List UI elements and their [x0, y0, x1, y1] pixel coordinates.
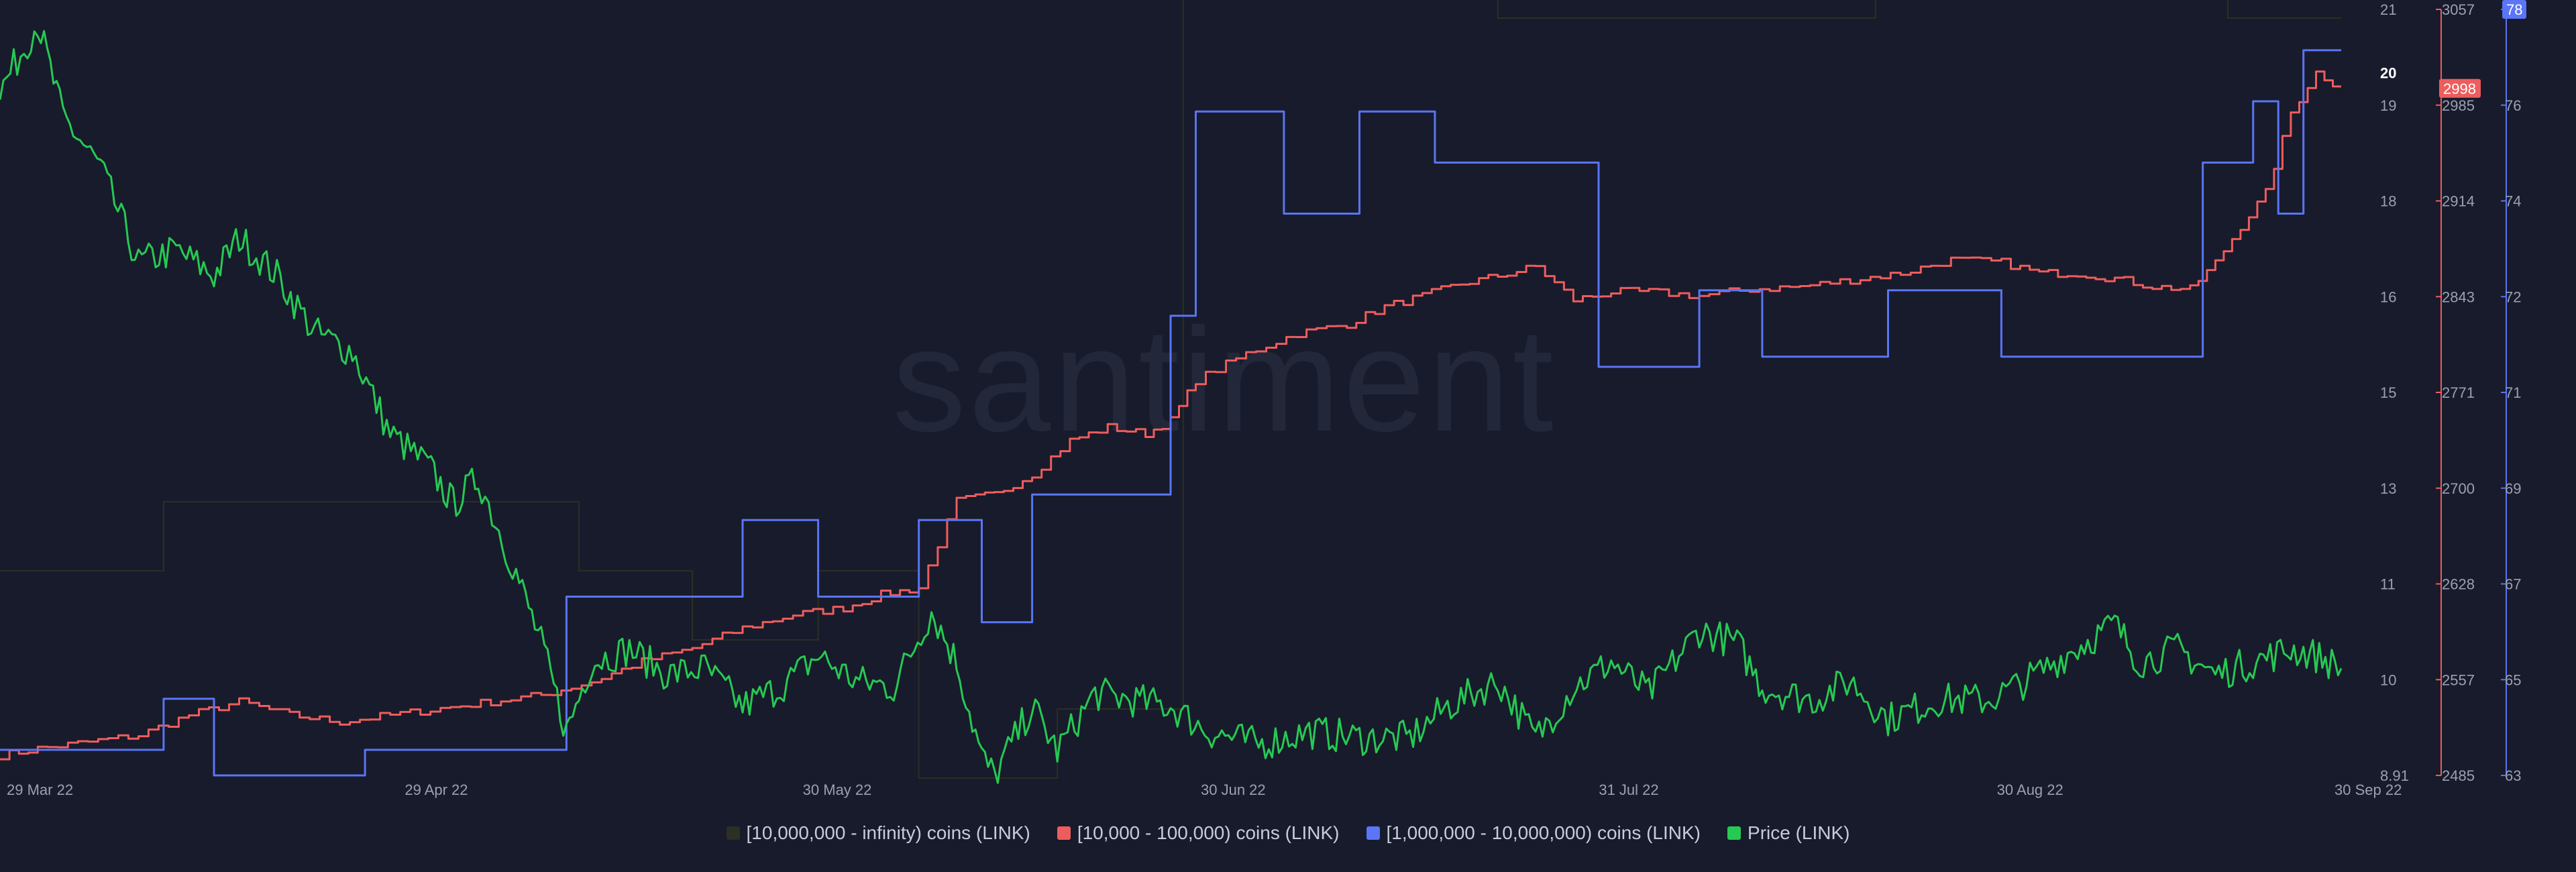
- axis-large: 78767472716967656378: [2501, 0, 2526, 784]
- x-tick-label: 30 Aug 22: [1997, 781, 2063, 798]
- legend-label: [10,000 - 100,000) coins (LINK): [1077, 822, 1340, 843]
- current-value-badge: [2439, 78, 2481, 98]
- legend-item[interactable]: Price (LINK): [1727, 822, 1849, 844]
- axis-tick-label: 72: [2505, 288, 2521, 305]
- axis-tick-label: 2985: [2442, 97, 2475, 114]
- axis-tick-label: 19: [2380, 97, 2396, 114]
- chart-legend: [10,000,000 - infinity) coins (LINK) [10,…: [0, 822, 2576, 844]
- axis-tick-label: 2700: [2442, 480, 2475, 497]
- legend-item[interactable]: [1,000,000 - 10,000,000) coins (LINK): [1366, 822, 1701, 844]
- series-line-3: [0, 30, 2343, 784]
- axis-tick-label: 18: [2380, 193, 2396, 210]
- axis-tick-label: 2485: [2442, 767, 2475, 784]
- axis-tick-label: 67: [2505, 576, 2521, 593]
- axis-tick-label: 2914: [2442, 193, 2475, 210]
- legend-label: [10,000,000 - infinity) coins (LINK): [746, 822, 1030, 843]
- axis-tick-label: 8.91: [2380, 767, 2409, 784]
- axis-tick-label: 74: [2505, 193, 2521, 210]
- x-tick-label: 31 Jul 22: [1599, 781, 1658, 798]
- legend-item[interactable]: [10,000,000 - infinity) coins (LINK): [726, 822, 1030, 844]
- current-value-mid: 2998: [2443, 80, 2476, 97]
- legend-swatch: [726, 826, 740, 840]
- x-tick-label: 30 May 22: [803, 781, 872, 798]
- axis-tick-label: 2628: [2442, 576, 2475, 593]
- series-line-0: [0, 0, 2341, 779]
- axis-tick-label: 71: [2505, 384, 2521, 401]
- x-axis: 29 Mar 22 29 Apr 22 30 May 22 30 Jun 22 31 J…: [7, 781, 2402, 798]
- axis-tick-label: 65: [2505, 671, 2521, 688]
- axis-tick-label: 2843: [2442, 288, 2475, 305]
- legend-swatch: [1727, 826, 1741, 840]
- axis-tick-label: 10: [2380, 671, 2396, 688]
- axis-tick-label: 76: [2505, 97, 2521, 114]
- axis-tick-label: 3057: [2442, 1, 2475, 18]
- axis-tick-label: 69: [2505, 480, 2521, 497]
- current-value-price: 20: [2380, 64, 2396, 81]
- legend-label: [1,000,000 - 10,000,000) coins (LINK): [1386, 822, 1701, 843]
- current-value-large: 78: [2506, 1, 2522, 18]
- x-tick-label: 30 Sep 22: [2334, 781, 2402, 798]
- santiment-watermark: santiment: [892, 297, 1556, 462]
- axis-price: 21 19 18 16 15 13 11 10 8.91 20: [2380, 1, 2409, 784]
- current-value-badge: [2502, 0, 2526, 19]
- legend-swatch: [1057, 826, 1071, 840]
- axis-tick-label: 16: [2380, 288, 2396, 305]
- axis-tick-label: 2557: [2442, 671, 2475, 688]
- axis-tick-label: 15: [2380, 384, 2396, 401]
- x-tick-label: 29 Apr 22: [405, 781, 468, 798]
- x-tick-label: 29 Mar 22: [7, 781, 73, 798]
- x-tick-label: 30 Jun 22: [1201, 781, 1266, 798]
- axis-tick-label: 11: [2380, 576, 2396, 593]
- legend-label: Price (LINK): [1748, 822, 1850, 843]
- series-line-2: [0, 49, 2341, 777]
- axis-tick-label: 13: [2380, 480, 2396, 497]
- axis-mid: 3057 2985 2914 2843 2771 2700 2628 2557 2485 2998: [2436, 1, 2481, 784]
- axis-tick-label: 21: [2380, 1, 2396, 18]
- axis-tick-label: 63: [2505, 767, 2521, 784]
- series-line-1: [0, 70, 2341, 761]
- legend-item[interactable]: [10,000 - 100,000) coins (LINK): [1057, 822, 1340, 844]
- legend-swatch: [1366, 826, 1380, 840]
- axis-tick-label: 2771: [2442, 384, 2475, 401]
